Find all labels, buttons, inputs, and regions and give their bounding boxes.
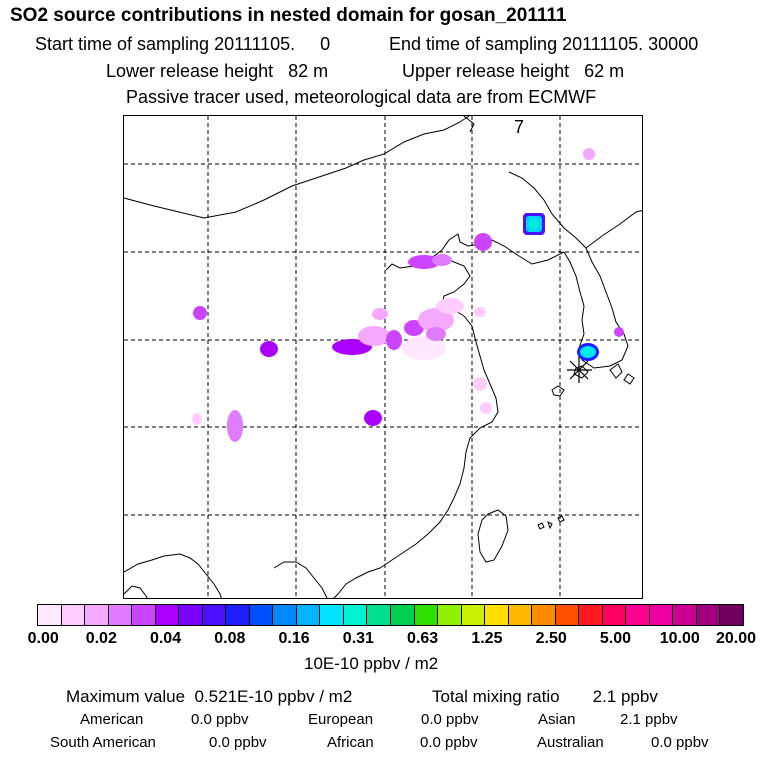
colorbar-tick-label: 0.04 (149, 630, 182, 647)
colorbar-tick-label: 0.31 (342, 630, 374, 647)
region-name-south-american: South American (50, 734, 156, 751)
colorbar-swatch (649, 605, 674, 625)
colorbar-tick-label: 0.02 (85, 630, 117, 647)
plume-west-1 (193, 306, 207, 320)
region-name-australian: Australian (537, 734, 604, 751)
region-name-african: African (327, 734, 374, 751)
plume-west-4 (227, 410, 243, 442)
start-sampling-text: Start time of sampling 20111105. 0 (35, 34, 331, 54)
colorbar-swatch (579, 605, 603, 625)
colorbar-swatch (438, 605, 462, 625)
tracer-note-text: Passive tracer used, meteorological data… (126, 87, 597, 107)
colorbar-swatch (720, 605, 743, 625)
receptor-asterisk-icon (567, 357, 592, 383)
region-value-australian: 0.0 ppbv (651, 734, 709, 751)
colorbar-swatch (85, 605, 109, 625)
plume-west-2 (260, 341, 278, 357)
upper-release-text: Upper release height 62 m (402, 61, 625, 81)
colorbar-swatch (626, 605, 650, 625)
colorbar-swatch (226, 605, 250, 625)
colorbar-swatch (673, 605, 697, 625)
colorbar-swatch (320, 605, 344, 625)
colorbar-tick-label: 0.00 (27, 630, 59, 647)
colorbar-swatch (367, 605, 391, 625)
region-value-african: 0.0 ppbv (420, 734, 478, 751)
colorbar-swatch (602, 605, 627, 625)
map-panel (123, 115, 643, 599)
maximum-value-text: Maximum value 0.521E-10 ppbv / m2 (66, 687, 353, 706)
lower-release-text: Lower release height 82 m (106, 61, 329, 81)
colorbar-tick-label: 0.63 (407, 630, 439, 647)
so2-plume-layer (192, 148, 624, 442)
plume-coast (473, 377, 487, 391)
figure-title: SO2 source contributions in nested domai… (10, 5, 567, 26)
colorbar-swatch (179, 605, 203, 625)
colorbar-swatch (155, 605, 180, 625)
colorbar-swatch (202, 605, 227, 625)
colorbar-tick-label: 1.25 (471, 630, 503, 647)
total-mixing-ratio-text: Total mixing ratio 2.1 ppbv (432, 687, 658, 706)
region-value-american: 0.0 ppbv (191, 711, 249, 728)
colorbar-units: 10E-10 ppbv / m2 (304, 654, 439, 673)
colorbar-swatch (249, 605, 274, 625)
colorbar-swatch (555, 605, 580, 625)
region-value-south-american: 0.0 ppbv (209, 734, 267, 751)
coastlines (124, 116, 642, 598)
plume-beijing (474, 233, 492, 251)
colorbar (37, 604, 744, 626)
colorbar-swatch (273, 605, 297, 625)
colorbar-tick-label: 10.00 (659, 630, 700, 647)
region-name-american: American (80, 711, 144, 728)
colorbar-swatch (508, 605, 533, 625)
map-canvas (124, 116, 642, 598)
colorbar-swatch (108, 605, 133, 625)
colorbar-tick-label: 0.16 (278, 630, 310, 647)
region-value-european: 0.0 ppbv (421, 711, 479, 728)
end-sampling-text: End time of sampling 20111105. 30000 (389, 34, 699, 54)
colorbar-swatch (61, 605, 86, 625)
colorbar-tick-label: 20.00 (715, 630, 757, 647)
plume-north (583, 148, 595, 160)
colorbar-swatch (38, 605, 62, 625)
region-name-asian: Asian (538, 711, 576, 728)
colorbar-tick-label: 2.50 (535, 630, 567, 647)
colorbar-swatch (296, 605, 321, 625)
colorbar-tick-label: 5.00 (599, 630, 632, 647)
plume-korea-east (614, 327, 624, 337)
colorbar-swatch (132, 605, 156, 625)
plume-north-china-1 (408, 255, 440, 269)
plume-central-1 (332, 339, 372, 355)
colorbar-swatch (696, 605, 721, 625)
region-name-european: European (308, 711, 374, 728)
plume-central-2 (364, 410, 382, 426)
colorbar-swatch (461, 605, 486, 625)
colorbar-swatch (390, 605, 415, 625)
colorbar-swatch (532, 605, 556, 625)
colorbar-swatch (414, 605, 439, 625)
panel-number: 7 (514, 117, 525, 137)
region-value-asian: 2.1 ppbv (620, 711, 678, 728)
colorbar-tick-label: 0.08 (214, 630, 246, 647)
colorbar-swatch (343, 605, 368, 625)
colorbar-swatch (485, 605, 509, 625)
lat-lon-grid (124, 116, 642, 598)
plume-west-3 (192, 413, 202, 425)
